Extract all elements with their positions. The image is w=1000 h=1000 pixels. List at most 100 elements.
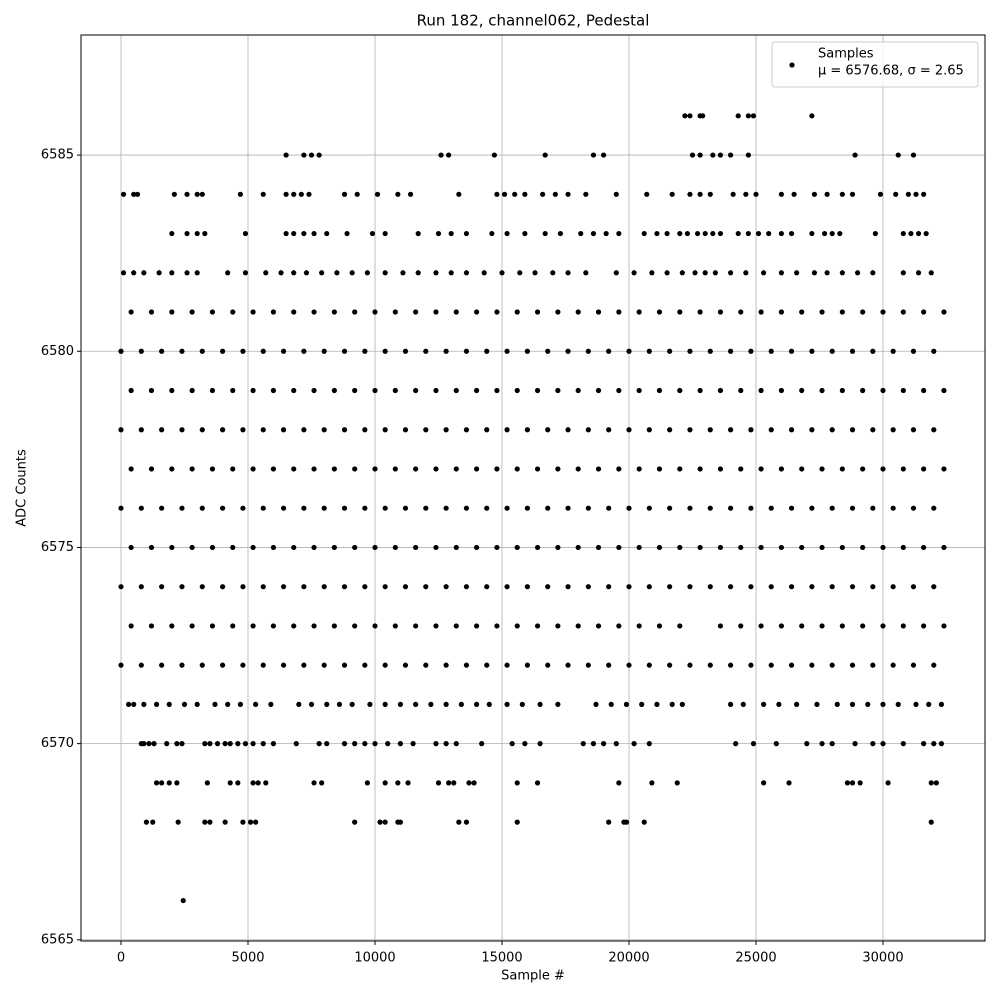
data-point [407,191,414,197]
data-point [423,427,429,433]
data-point [392,387,398,394]
data-point [860,466,866,472]
data-point [423,584,429,590]
data-point [687,584,693,590]
data-point [235,780,241,786]
data-point [352,741,358,747]
data-point [794,270,800,276]
data-point [890,662,896,668]
data-point [839,309,845,315]
data-point [443,584,449,590]
data-point [788,427,795,433]
data-point [334,270,340,276]
data-point [565,270,571,276]
data-point [308,152,315,158]
data-point [270,623,277,629]
data-point [819,466,825,472]
data-point [159,427,165,433]
data-point [189,544,195,551]
data-point [471,780,477,786]
data-point [778,230,784,237]
data-point [153,780,160,786]
data-point [755,230,762,237]
data-point [758,623,764,629]
data-point [220,584,226,590]
data-point [415,230,421,237]
x-tick-label: 30000 [862,951,903,966]
data-point [565,427,571,433]
data-point [692,270,698,276]
data-point [595,309,602,315]
data-point [486,701,492,707]
data-point [768,348,774,354]
data-point [268,701,274,707]
legend-note: μ = 6576.68, σ = 2.65 [818,64,964,79]
data-point [931,741,937,747]
data-point [766,230,772,237]
data-point [311,387,317,394]
data-point [616,544,622,551]
data-point [250,309,256,315]
data-point [811,191,818,197]
data-point [514,544,520,551]
data-point [242,230,249,237]
data-point [829,230,835,237]
data-point [768,584,774,590]
data-point [364,780,370,786]
data-point [392,544,398,551]
data-point [214,741,221,747]
data-point [931,348,937,354]
data-point [184,191,190,197]
data-point [402,662,409,668]
data-point [474,466,480,472]
data-point [148,387,155,394]
data-point [616,623,622,629]
data-point [575,387,581,394]
data-point [880,466,886,472]
data-point [565,505,571,511]
data-point [585,348,591,354]
data-point [321,584,327,590]
data-point [212,701,218,707]
data-point [362,662,368,668]
data-point [448,230,454,237]
data-point [915,270,922,276]
data-point [738,309,744,315]
data-point [545,505,551,511]
data-point [138,662,144,668]
data-point [260,741,266,747]
data-point [250,741,256,747]
data-point [270,466,277,472]
data-point [684,230,691,237]
data-point [555,309,561,315]
data-point [532,270,538,276]
data-point [646,662,652,668]
data-point [270,309,277,315]
data-point [761,270,767,276]
data-point [537,701,543,707]
data-point [222,819,228,825]
data-point [860,309,866,315]
data-point [524,505,530,511]
data-point [900,387,906,394]
data-point [555,544,561,551]
data-point [311,623,317,629]
data-point [839,623,845,629]
data-point [664,270,670,276]
data-point [870,270,876,276]
data-point [644,191,650,197]
data-point [616,230,622,237]
data-point [727,427,734,433]
data-point [677,466,683,472]
data-point [220,427,226,433]
data-point [372,623,378,629]
data-point [941,544,947,551]
data-point [484,662,490,668]
data-point [534,387,541,394]
data-point [768,662,774,668]
data-point [799,466,805,472]
data-point [849,348,856,354]
data-point [291,387,297,394]
data-point [534,309,541,315]
data-point [291,191,297,197]
